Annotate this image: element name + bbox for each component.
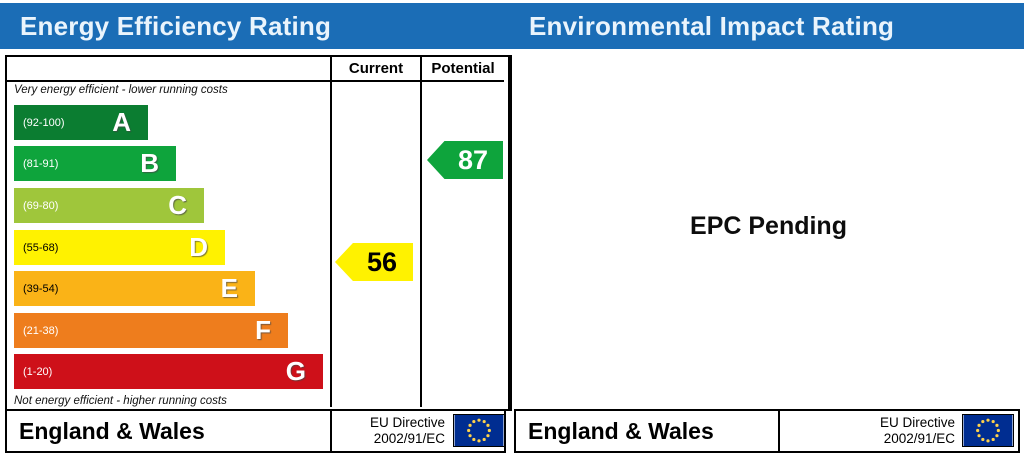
- band-g-letter: G: [285, 356, 306, 386]
- band-b-letter: B: [140, 148, 159, 178]
- band-g-range: (1-20): [23, 365, 53, 378]
- band-f-range: (21-38): [23, 324, 59, 337]
- eu-directive-text: EU Directive 2002/91/EC: [337, 415, 445, 447]
- band-g: (1-20) G: [14, 354, 323, 389]
- footer-left-divider: [330, 411, 332, 451]
- region-label: England & Wales: [528, 418, 714, 444]
- energy-efficiency-title: Energy Efficiency Rating: [20, 11, 332, 41]
- band-e: (39-54) E: [14, 271, 255, 306]
- eu-flag-icon: [453, 414, 505, 447]
- footer-right: England & Wales EU Directive 2002/91/EC: [514, 409, 1020, 453]
- footer-right-divider: [778, 411, 780, 451]
- band-a-letter: A: [112, 107, 131, 137]
- eu-directive-line2: 2002/91/EC: [883, 431, 955, 446]
- band-a: (92-100) A: [14, 105, 148, 140]
- band-b: (81-91) B: [14, 146, 176, 181]
- band-c-letter: C: [168, 190, 187, 220]
- environmental-impact-title: Environmental Impact Rating: [529, 11, 895, 41]
- footer-left: England & Wales EU Directive 2002/91/EC: [5, 409, 506, 453]
- band-e-range: (39-54): [23, 282, 59, 295]
- band-d-letter: D: [189, 232, 208, 262]
- eu-directive-line2: 2002/91/EC: [373, 431, 445, 446]
- band-e-letter: E: [220, 273, 238, 303]
- header-row-divider: [7, 80, 504, 82]
- energy-efficiency-chart: Current Potential Very energy efficient …: [5, 55, 510, 411]
- potential-column-header: Potential: [431, 60, 495, 77]
- eu-directive-text: EU Directive 2002/91/EC: [847, 415, 955, 447]
- bottom-note: Not energy efficient - higher running co…: [14, 395, 227, 407]
- band-d: (55-68) D: [14, 230, 225, 265]
- band-d-range: (55-68): [23, 241, 59, 254]
- eu-directive-line1: EU Directive: [369, 415, 445, 430]
- epc-pending-status: EPC Pending: [690, 212, 847, 240]
- band-f: (21-38) F: [14, 313, 288, 348]
- band-f-letter: F: [255, 315, 271, 345]
- band-c-range: (69-80): [23, 199, 59, 212]
- band-c: (69-80) C: [14, 188, 204, 223]
- eu-flag-icon: [962, 414, 1014, 447]
- current-column-divider: [330, 57, 332, 407]
- eu-directive-line1: EU Directive: [879, 415, 955, 430]
- top-note: Very energy efficient - lower running co…: [14, 84, 228, 96]
- potential-column-divider: [420, 57, 422, 407]
- header-bar: Energy Efficiency Rating Environmental I…: [0, 3, 1024, 49]
- band-a-range: (92-100): [23, 116, 65, 129]
- potential-rating-arrow: 87: [427, 141, 503, 179]
- current-column-header: Current: [348, 60, 404, 77]
- current-rating-arrow: 56: [335, 243, 413, 281]
- panel-divider: [510, 55, 512, 411]
- band-b-range: (81-91): [23, 157, 59, 170]
- region-label: England & Wales: [19, 418, 205, 444]
